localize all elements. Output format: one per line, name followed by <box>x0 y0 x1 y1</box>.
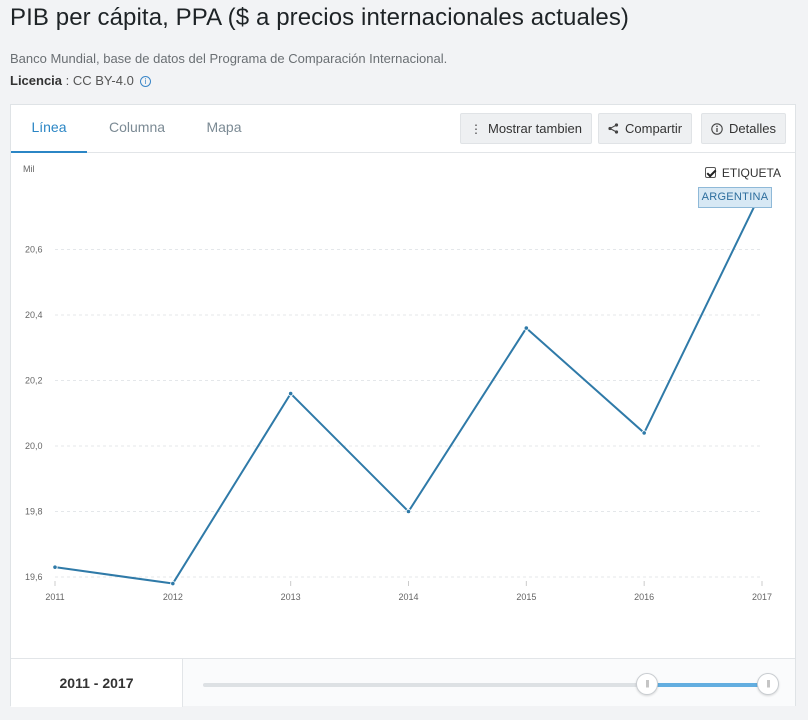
tab-map[interactable]: Mapa <box>206 119 242 135</box>
x-tick-label: 2015 <box>516 592 536 602</box>
x-tick-label: 2012 <box>163 592 183 602</box>
x-tick-label: 2013 <box>281 592 301 602</box>
show-also-button[interactable]: ⋮ Mostrar tambien <box>460 113 592 144</box>
details-label: Detalles <box>729 121 776 136</box>
share-icon <box>608 115 619 144</box>
x-tick-label: 2017 <box>752 592 772 602</box>
y-tick-label: 20,6 <box>25 245 43 255</box>
y-axis-unit-label: Mil <box>23 164 35 174</box>
range-slider-start-handle[interactable]: ||| <box>636 673 659 695</box>
data-point[interactable] <box>52 564 58 570</box>
y-tick-label: 19,6 <box>25 572 43 582</box>
data-point[interactable] <box>641 430 647 436</box>
y-tick-label: 20,0 <box>25 441 43 451</box>
label-checkbox[interactable] <box>704 167 716 178</box>
legend-checkbox-label: ETIQUETA <box>721 166 781 180</box>
more-vertical-icon: ⋮ <box>470 122 482 136</box>
y-tick-label: 20,4 <box>25 310 43 320</box>
license-label: Licencia <box>10 73 63 88</box>
show-also-label: Mostrar tambien <box>488 121 582 136</box>
range-slider-end-handle[interactable]: ||| <box>757 673 779 695</box>
tab-bar: Línea Columna Mapa ⋮ Mostrar tambien Comp… <box>11 105 795 153</box>
data-point[interactable] <box>405 508 412 515</box>
year-range-label: 2011 - 2017 <box>11 659 183 707</box>
license-value: : CC BY-4.0 <box>62 73 134 88</box>
x-tick-label: 2014 <box>398 592 418 602</box>
legend[interactable]: ETIQUETA <box>704 166 781 180</box>
series-label: ARGENTINA <box>698 187 772 208</box>
data-point[interactable] <box>170 580 176 587</box>
chart-card: Línea Columna Mapa ⋮ Mostrar tambien Comp… <box>10 104 796 707</box>
details-button[interactable]: Detalles <box>701 113 786 144</box>
x-tick-label: 2016 <box>634 592 654 602</box>
line-chart: Mil 19,6 19,8 20,0 20,2 20,4 20,6 2011 2012 2013 2… <box>23 164 772 602</box>
x-tick-label: 2011 <box>45 592 64 602</box>
data-source: Banco Mundial, base de datos del Program… <box>10 51 448 66</box>
y-tick-label: 20,2 <box>25 376 43 386</box>
range-slider-fill <box>647 683 768 687</box>
share-label: Compartir <box>625 121 683 136</box>
tab-column[interactable]: Columna <box>108 119 166 135</box>
share-button[interactable]: Compartir <box>598 113 693 144</box>
data-point[interactable] <box>523 325 529 331</box>
range-footer: 2011 - 2017 ||| ||| <box>11 658 795 707</box>
data-point[interactable] <box>288 391 294 397</box>
info-icon[interactable]: i <box>139 76 151 87</box>
tab-line[interactable]: Línea <box>11 105 87 153</box>
info-circle-icon <box>711 115 723 144</box>
range-slider-track[interactable] <box>203 683 768 687</box>
chart-area: Mil 19,6 19,8 20,0 20,2 20,4 20,6 2011 2012 2013 2… <box>11 154 795 657</box>
license-line: Licencia : CC BY-4.0 i <box>10 73 151 88</box>
y-tick-label: 19,8 <box>25 507 43 517</box>
page-title: PIB per cápita, PPA ($ a precios interna… <box>10 4 630 31</box>
